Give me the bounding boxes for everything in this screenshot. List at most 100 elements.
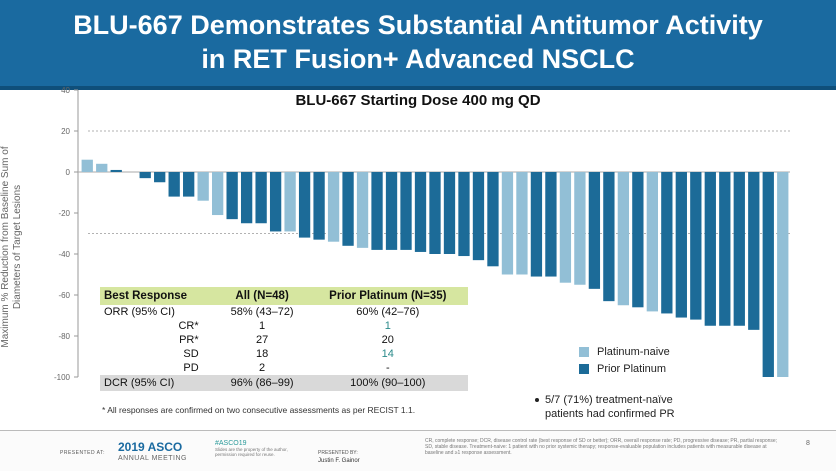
table-row: CR* 1 1 [100,319,468,333]
waterfall-bar [530,172,543,277]
row-label: CR* [178,320,199,332]
table-header-best-response: Best Response [100,287,217,305]
waterfall-bar [284,172,296,232]
y-tick-label: -80 [58,332,70,341]
y-tick-label: 40 [61,86,70,95]
table-row: SD 18 14 [100,347,468,361]
asco-logo-name: ASCO [147,440,183,454]
waterfall-bar [342,172,354,246]
waterfall-bar [197,172,209,201]
slide-title-line1: BLU-667 Demonstrates Substantial Antitum… [73,10,763,40]
waterfall-bar [603,172,615,302]
row-all: 18 [255,348,269,360]
table-row: ORR (95% CI) 58% (43–72) 60% (42–76) [100,305,468,319]
table-header-all: All (N=48) [216,287,308,305]
asco-logo: 2019 ASCO [118,440,182,454]
row-prior: 1 [384,320,391,332]
waterfall-bar [414,172,427,252]
chart-legend: Platinum-naive Prior Platinum [579,343,670,377]
waterfall-bar [313,172,325,240]
row-all: 58% (43–72) [230,306,294,318]
y-tick-label: -100 [54,373,71,382]
table-footnote: * All responses are confirmed on two con… [102,405,416,415]
waterfall-bar [212,172,224,216]
presenter-name: Justin F. Gainor [318,458,360,464]
waterfall-bar [646,172,658,312]
y-tick-label: -60 [58,291,70,300]
row-prior: 20 [381,334,394,346]
waterfall-bar [226,172,238,220]
table-header-prior-platinum: Prior Platinum (N=35) [307,287,468,305]
waterfall-bar [400,172,412,250]
waterfall-bar [298,172,311,238]
legend-item-platinum-naive: Platinum-naive [579,343,670,360]
waterfall-bar [632,172,644,308]
hashtag-text: #ASCO19 [215,440,247,447]
page-number: 8 [806,440,810,447]
y-axis-label: Maximum % Reduction from Baseline Sum of… [0,146,23,348]
waterfall-bar [733,172,745,326]
waterfall-bar [559,172,572,283]
waterfall-bar [356,172,369,248]
slide-header: BLU-667 Demonstrates Substantial Antitum… [0,0,836,90]
slide-footer [0,430,836,471]
waterfall-bar [675,172,687,318]
row-all: 1 [259,320,266,332]
legend-item-prior-platinum: Prior Platinum [579,360,670,377]
chart-title: BLU-667 Starting Dose 400 mg QD [295,92,541,109]
slide-title: BLU-667 Demonstrates Substantial Antitum… [0,8,836,76]
waterfall-bar [110,169,122,172]
slide-title-line2: in RET Fusion+ Advanced NSCLC [201,44,635,74]
waterfall-bar [96,163,108,172]
row-label: DCR (95% CI) [100,375,217,391]
waterfall-bar [269,172,282,232]
asco-logo-year: 2019 [118,440,145,454]
row-label: SD [183,348,199,360]
waterfall-bar [516,172,528,275]
waterfall-bar [429,172,441,254]
footer-references: CR, complete response; DCR, disease cont… [425,438,778,456]
note-line1: 5/7 (71%) treatment-naïve [545,394,673,406]
waterfall-bar [661,172,673,314]
waterfall-bar [81,159,93,172]
presented-at-label: PRESENTED AT: [60,450,106,456]
table-row-dcr: DCR (95% CI) 96% (86–99) 100% (90–100) [100,375,468,391]
y-tick-label: -40 [58,250,70,259]
waterfall-bar [327,172,340,242]
waterfall-bar [719,172,731,326]
waterfall-bar [617,172,630,306]
row-all: 96% (86–99) [216,375,308,391]
legend-label-platinum-naive: Platinum-naive [597,345,670,358]
table-header-row: Best Response All (N=48) Prior Platinum … [100,287,468,305]
row-label: PR* [179,334,199,346]
note-line2: patients had confirmed PR [545,408,675,420]
hashtag-sub: Slides are the property of the author, p… [215,447,288,457]
waterfall-bar [240,172,253,224]
bullet-icon [535,398,539,403]
waterfall-bar [458,172,470,257]
asco-logo-sub: ANNUAL MEETING [118,455,187,462]
waterfall-bar [154,172,166,183]
row-prior: 100% (90–100) [307,375,468,391]
legend-label-prior-platinum: Prior Platinum [597,362,667,375]
row-prior: 60% (42–76) [356,306,420,318]
waterfall-bar [704,172,716,326]
waterfall-bar [472,172,485,261]
waterfall-bar [385,172,398,250]
waterfall-bar [588,172,601,289]
waterfall-bar [139,172,151,179]
y-tick-label: 20 [61,127,70,136]
response-table: Best Response All (N=48) Prior Platinum … [100,287,468,391]
waterfall-bar [371,172,383,250]
waterfall-bar [168,172,180,197]
row-prior: - [385,362,390,374]
waterfall-bar [545,172,557,277]
treatment-naive-note: 5/7 (71%) treatment-naïve patients had c… [535,393,675,421]
waterfall-bar [183,172,195,197]
y-tick-label: 0 [66,168,71,177]
waterfall-bar [762,172,774,377]
y-tick-label: -20 [58,209,70,218]
row-all: 27 [255,334,269,346]
table-row: PD 2 - [100,361,468,375]
